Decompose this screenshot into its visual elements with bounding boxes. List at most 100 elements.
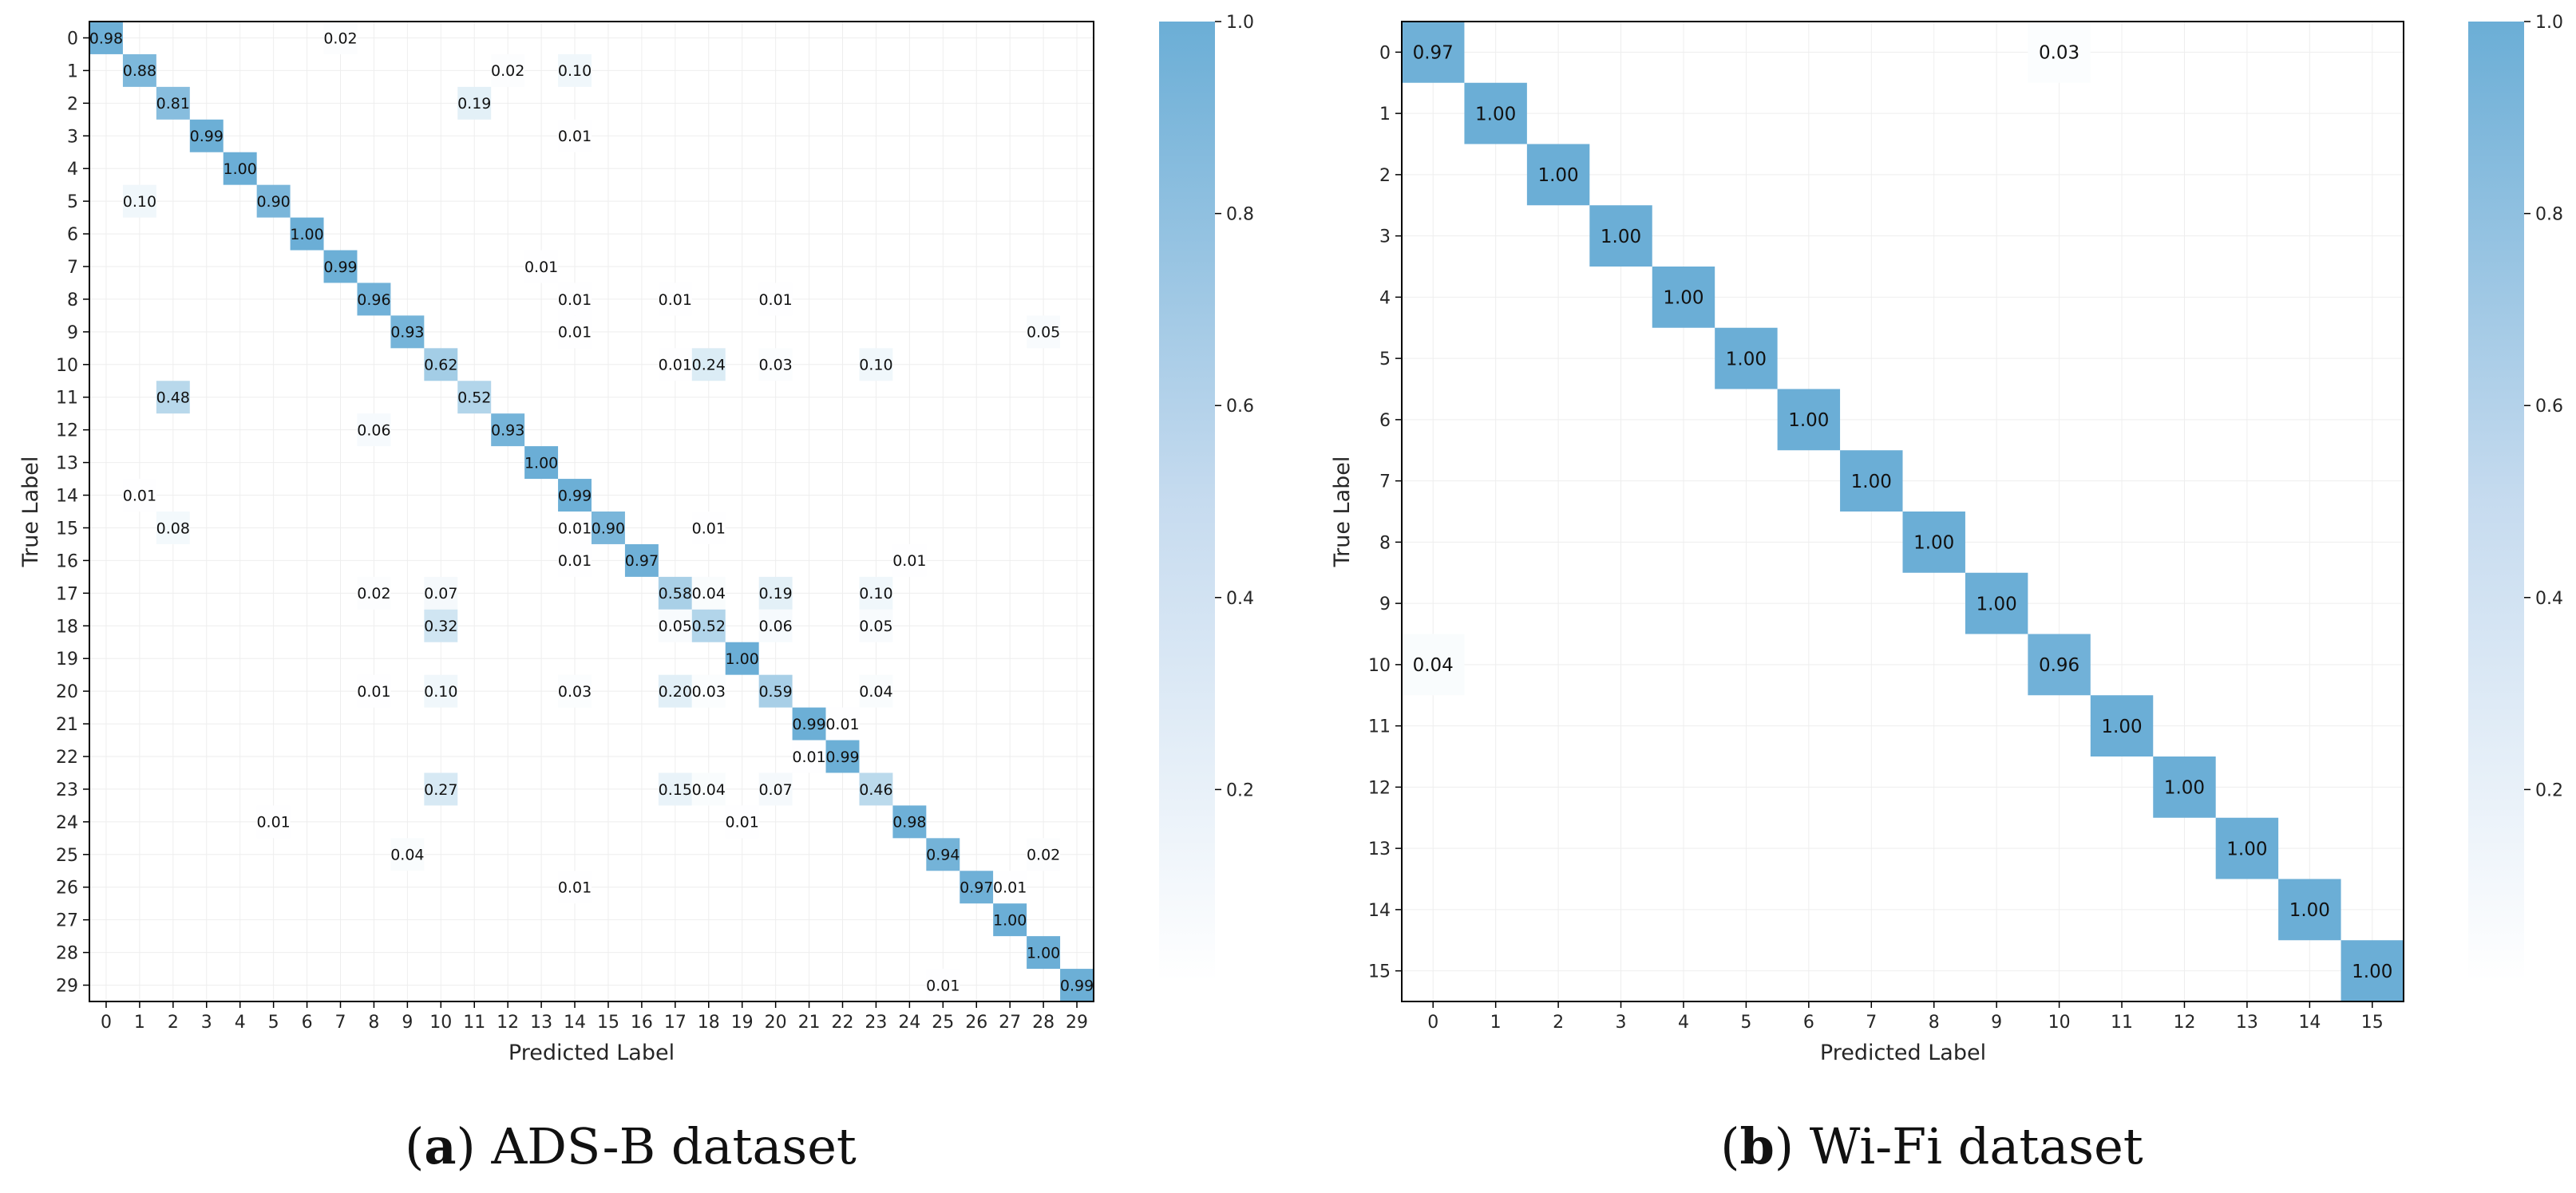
heatmap-cell-ads-b <box>558 119 592 152</box>
y-tick-label: 6 <box>1379 411 1391 431</box>
cell-value-label-wi-fi: 1.00 <box>1726 349 1767 369</box>
cell-value-label-ads-b: 0.98 <box>89 30 123 47</box>
cell-value-label-ads-b: 0.97 <box>960 879 993 897</box>
colorbar-tick-label: 0.8 <box>2535 205 2563 225</box>
x-tick-label: 8 <box>1929 1013 1940 1033</box>
y-tick-label: 11 <box>1368 717 1391 737</box>
y-tick-label: 29 <box>56 977 78 997</box>
cell-value-label-ads-b: 0.01 <box>926 977 960 994</box>
heatmap-cell-ads-b <box>758 348 793 381</box>
heatmap-cell-wi-fi <box>1652 267 1715 328</box>
y-tick-label: 16 <box>56 551 78 571</box>
panel-ads-b: 0.98 0.020.88 0.02 0.100.81 0.190.99 0.011.00… <box>18 13 1254 1175</box>
x-tick-label: 14 <box>564 1013 586 1033</box>
heatmap-cell-ads-b <box>256 184 291 218</box>
cell-value-label-ads-b: 0.02 <box>1027 847 1060 864</box>
heatmap-cell-ads-b <box>558 479 592 512</box>
cell-value-label-ads-b: 1.00 <box>993 912 1027 930</box>
x-tick-label: 9 <box>1991 1013 2002 1033</box>
cell-value-label-ads-b: 0.27 <box>424 781 457 799</box>
heatmap-cell-ads-b <box>1060 969 1094 1001</box>
cell-value-label-ads-b: 0.01 <box>758 291 792 309</box>
heatmap-cell-ads-b <box>825 707 860 741</box>
y-tick-label: 11 <box>56 389 78 409</box>
heatmap-cell-ads-b <box>758 282 793 316</box>
colorbar-tick-label: 0.4 <box>2535 589 2563 609</box>
y-tick-label: 14 <box>56 487 78 507</box>
x-tick-label: 2 <box>1553 1013 1564 1033</box>
heatmap-cell-ads-b <box>993 871 1027 904</box>
heatmap-cells-ads-b: 0.98 0.020.88 0.02 0.100.81 0.190.99 0.011.00… <box>89 22 1094 1001</box>
heatmap-cell-ads-b <box>290 217 324 251</box>
y-tick-label: 5 <box>1379 350 1391 369</box>
cell-value-label-ads-b: 0.99 <box>558 487 592 504</box>
cell-value-label-ads-b: 0.94 <box>926 847 960 864</box>
x-tick-label: 4 <box>1678 1013 1689 1033</box>
heatmap-cell-ads-b <box>122 184 156 218</box>
cell-value-label-ads-b: 0.59 <box>758 683 792 701</box>
cell-value-label-ads-b: 0.10 <box>424 683 457 701</box>
x-tick-label: 5 <box>1740 1013 1751 1033</box>
x-tick-label: 15 <box>2361 1013 2384 1033</box>
heatmap-cell-ads-b <box>122 479 156 512</box>
cell-value-label-ads-b: 0.90 <box>256 193 290 211</box>
cell-value-label-ads-b: 0.06 <box>357 422 390 440</box>
x-tick-labels-wi-fi: 0 1 2 3 4 5 6 7 8 9 10 11 12 13 14 15 <box>1427 1001 2384 1033</box>
x-tick-label: 25 <box>932 1013 954 1033</box>
cell-value-label-ads-b: 0.99 <box>825 749 859 766</box>
heatmap-cell-ads-b <box>558 282 592 316</box>
x-tick-labels-ads-b: 0 1 2 3 4 5 6 7 8 9 10 11 12 13 14 15 16 17 18 19 20 21 22 23 24… <box>101 1001 1088 1033</box>
heatmap-cell-ads-b <box>323 250 358 283</box>
heatmap-cell-ads-b <box>558 315 592 349</box>
heatmap-cell-ads-b <box>122 53 156 87</box>
heatmap-cell-ads-b <box>156 86 190 120</box>
heatmap-cell-ads-b <box>658 282 692 316</box>
cell-value-label-ads-b: 0.01 <box>993 879 1027 897</box>
cell-value-label-ads-b: 0.99 <box>1060 977 1094 994</box>
heatmap-cell-ads-b <box>758 772 793 806</box>
cell-value-label-ads-b: 0.04 <box>692 585 726 602</box>
heatmap-cell-ads-b <box>892 805 927 839</box>
heatmap-cell-ads-b <box>156 512 190 544</box>
heatmap-cell-ads-b <box>156 381 190 414</box>
cell-value-label-ads-b: 0.07 <box>758 781 792 799</box>
colorbar-tick-label: 0.2 <box>2535 780 2563 800</box>
heatmap-cell-ads-b <box>558 674 592 708</box>
heatmap-cell-ads-b <box>189 119 224 152</box>
cell-value-label-ads-b: 0.01 <box>892 552 926 570</box>
heatmap-cell-ads-b <box>323 22 358 54</box>
caption-text-wi-fi: Wi-Fi dataset <box>1810 1117 2143 1175</box>
x-tick-label: 11 <box>463 1013 485 1033</box>
plot-border-ads-b <box>89 21 1094 1002</box>
y-tick-label: 27 <box>56 911 78 931</box>
cell-value-label-wi-fi: 1.00 <box>2352 962 2392 982</box>
heatmap-cell-ads-b <box>691 576 726 610</box>
heatmap-cell-wi-fi <box>2278 879 2341 941</box>
heatmap-cell-wi-fi <box>1402 634 1465 696</box>
y-axis-title-wi-fi: True Label <box>1330 456 1355 568</box>
heatmap-cell-ads-b <box>624 543 659 577</box>
x-tick-label: 11 <box>2111 1013 2133 1033</box>
cell-value-label-wi-fi: 1.00 <box>1977 594 2017 614</box>
x-tick-label: 2 <box>168 1013 179 1033</box>
heatmap-cell-wi-fi <box>1715 327 1778 389</box>
x-tick-label: 0 <box>101 1013 112 1033</box>
heatmap-cell-ads-b <box>1027 936 1061 970</box>
colorbar-ticks-wi-fi: 0.2 0.4 0.6 0.8 1.0 <box>2524 13 2563 800</box>
y-tick-label: 0 <box>67 29 78 49</box>
cell-value-label-ads-b: 0.88 <box>123 62 156 80</box>
x-tick-label: 12 <box>497 1013 519 1033</box>
cell-value-label-ads-b: 0.01 <box>825 716 859 733</box>
cell-value-label-ads-b: 0.81 <box>156 95 190 113</box>
cell-value-label-ads-b: 0.96 <box>357 291 390 309</box>
heatmap-cell-ads-b <box>691 512 726 544</box>
heatmap-cell-ads-b <box>558 53 592 87</box>
x-tick-label: 9 <box>402 1013 413 1033</box>
colorbar-tick-label: 0.2 <box>1226 780 1254 800</box>
cell-value-label-wi-fi: 0.04 <box>1413 655 1454 676</box>
x-tick-label: 20 <box>765 1013 787 1033</box>
cell-value-label-ads-b: 0.02 <box>357 585 390 602</box>
cell-value-label-ads-b: 0.93 <box>390 324 424 342</box>
